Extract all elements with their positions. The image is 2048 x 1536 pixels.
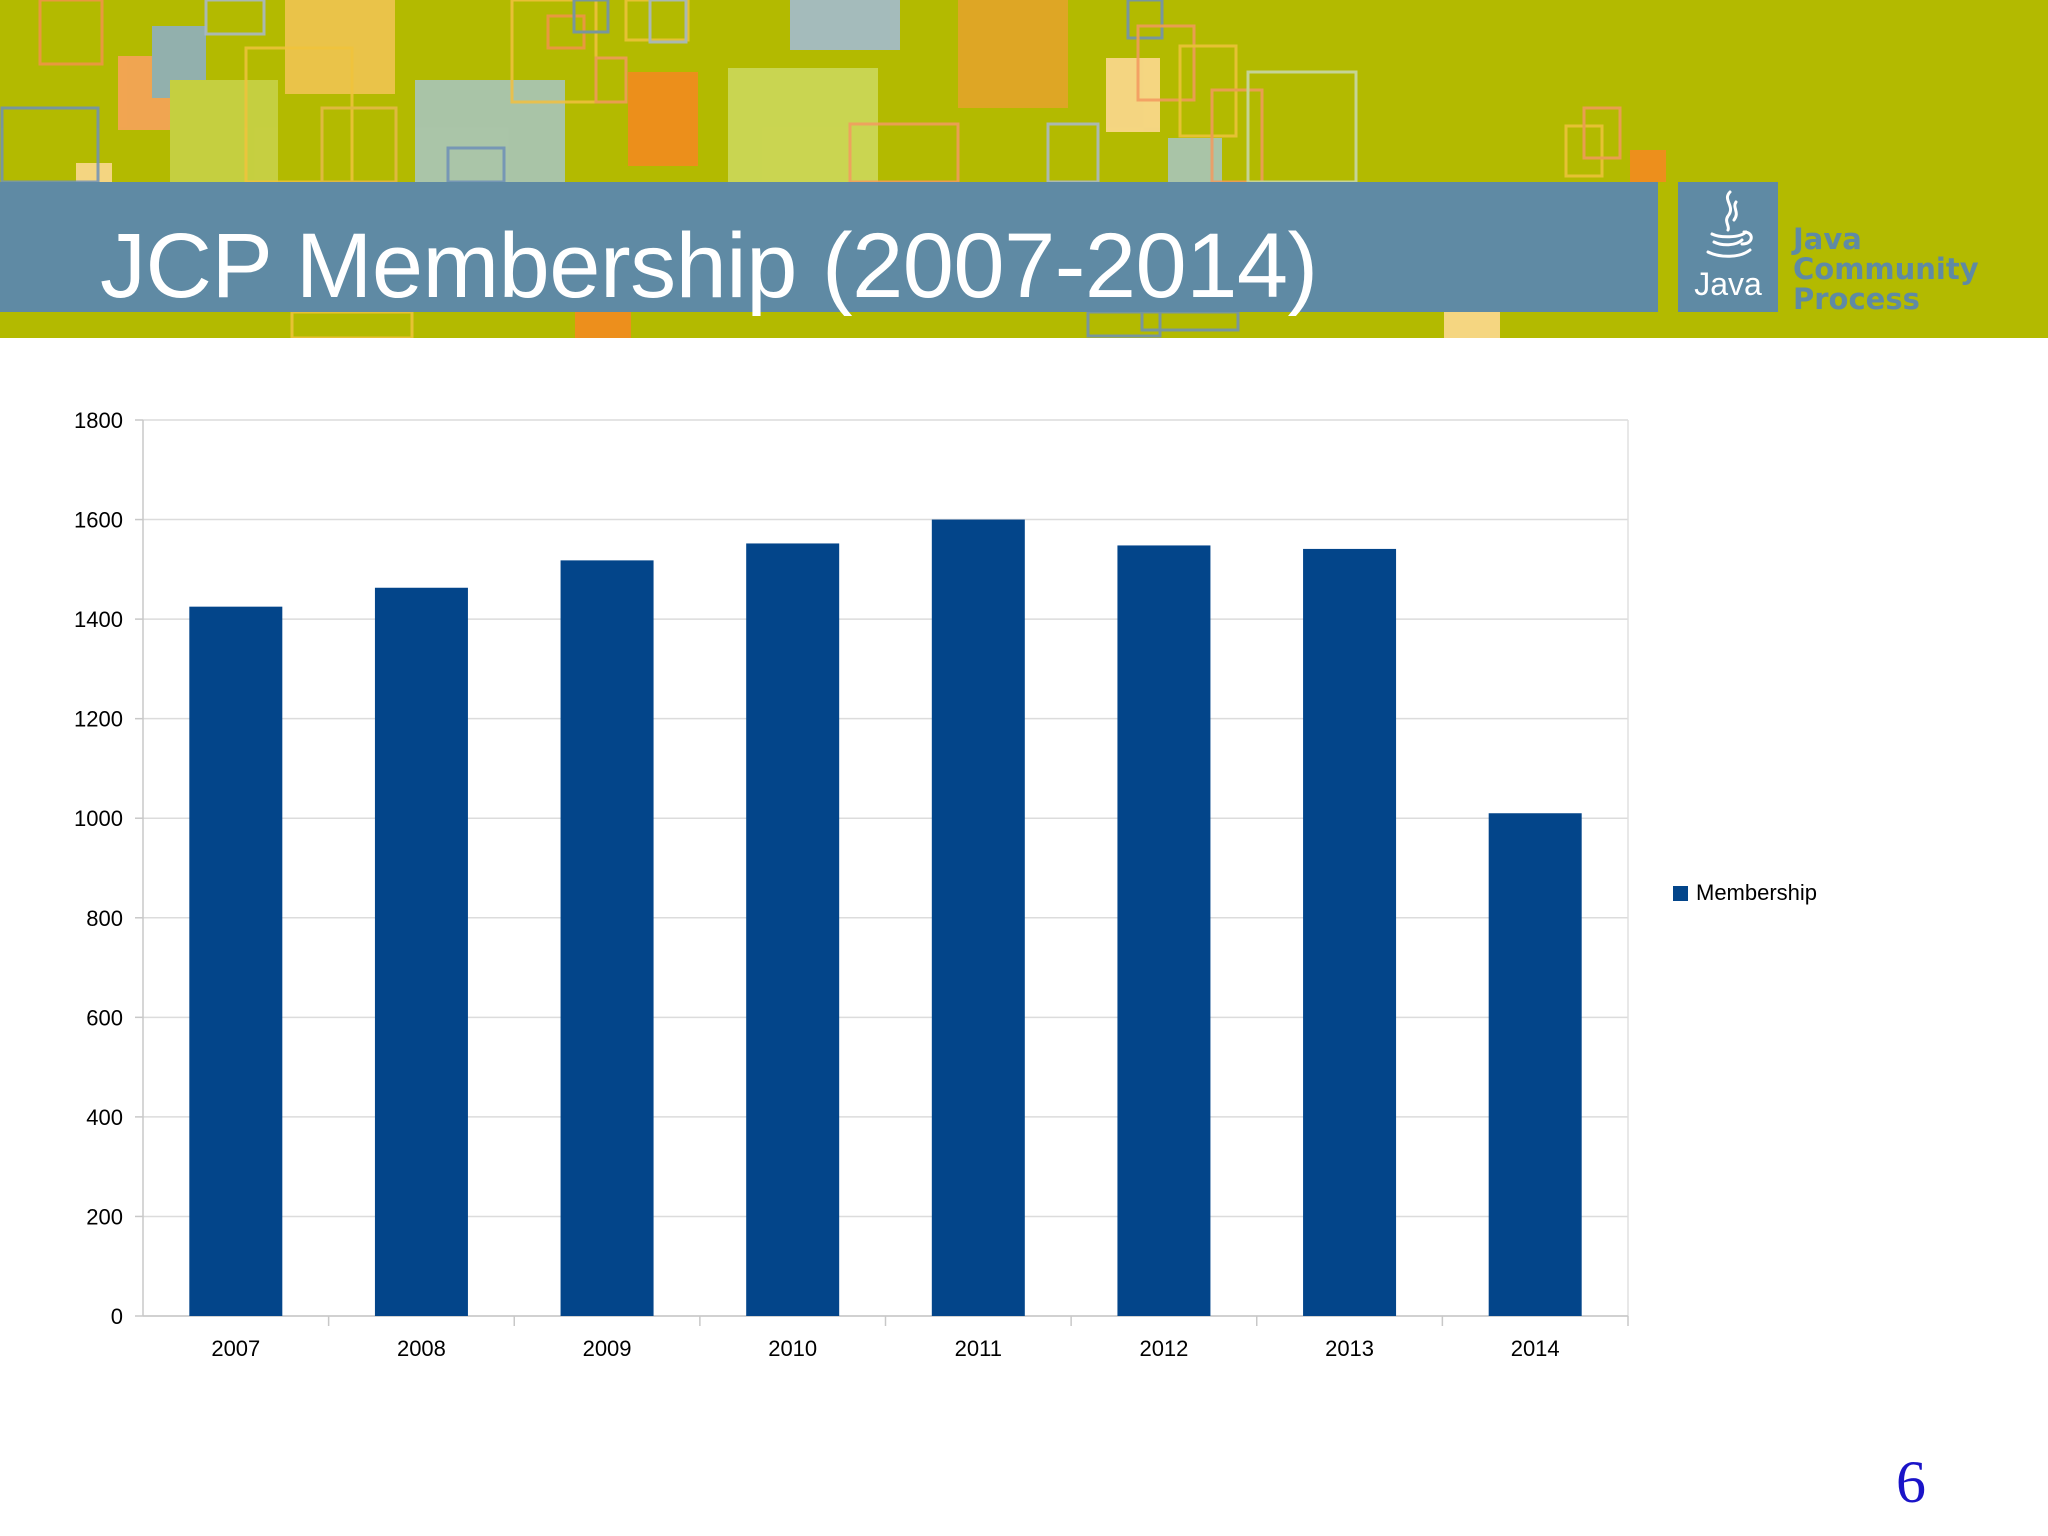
bar-2007 [189,606,283,1316]
legend-swatch [1673,885,1688,901]
page-number: 6 [1896,1449,1926,1515]
y-tick-label: 0 [111,1304,123,1329]
wordmark-line: Process [1793,282,1920,316]
y-tick-label: 1000 [74,806,123,831]
slide-title: JCP Membership (2007-2014) [100,215,1318,317]
bar-2010 [746,543,840,1316]
x-tick-label: 2012 [1139,1336,1188,1361]
bar-2014 [1488,813,1582,1316]
legend-label: Membership [1696,880,1818,905]
x-tick-label: 2007 [211,1336,260,1361]
title-band [0,182,1658,312]
bar-2012 [1117,545,1211,1316]
bar-2008 [374,587,468,1316]
decorative-squares-pattern [0,0,1666,338]
membership-bar-chart: 0 200 400 600 800 1000 1200 1400 1600 1800 2007 200… [74,408,1629,1361]
chart-legend: Membership [1673,880,1817,906]
y-tick-label: 1600 [74,508,123,533]
x-tick-label: 2010 [768,1336,817,1361]
wordmark-line: Community [1793,252,1979,286]
java-logo: Java [1678,182,1778,312]
y-tick-label: 600 [86,1005,123,1030]
java-cup-icon [1706,190,1753,258]
x-tick-label: 2008 [397,1336,446,1361]
x-tick-label: 2011 [955,1336,1002,1361]
y-tick-label: 1200 [74,707,123,732]
bar-2013 [1303,548,1397,1316]
x-tick-label: 2014 [1511,1336,1560,1361]
bar-2009 [560,560,654,1316]
x-tick-label: 2013 [1325,1336,1374,1361]
y-tick-label: 800 [86,906,123,931]
y-tick-label: 1400 [74,607,123,632]
y-tick-label: 1800 [74,408,123,433]
y-tick-label: 400 [86,1105,123,1130]
java-logo-label: Java [1694,266,1762,302]
x-tick-label: 2009 [583,1336,632,1361]
jcp-wordmark: Java Community Process [1793,224,1979,314]
y-tick-label: 200 [86,1204,123,1229]
wordmark-line: Java [1793,222,1862,256]
bar-2011 [931,519,1025,1316]
